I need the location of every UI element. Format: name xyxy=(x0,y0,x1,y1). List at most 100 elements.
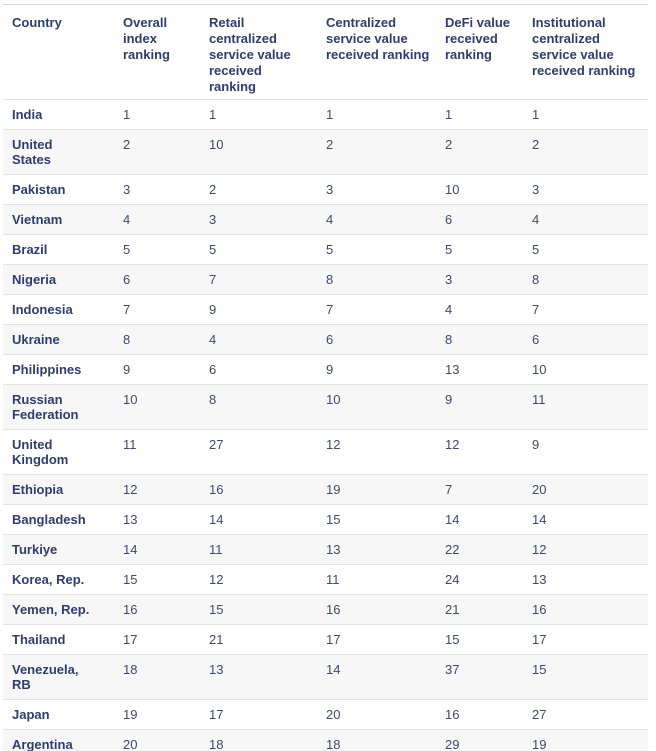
rank-cell: 7 xyxy=(114,294,200,325)
table-row: United States 2 10 2 2 2 xyxy=(3,129,648,175)
rank-cell: 13 xyxy=(200,654,317,700)
rank-cell: 3 xyxy=(436,264,523,295)
country-ranking-table: Country Overall index ranking Retail cen… xyxy=(3,4,648,751)
country-cell: Brazil xyxy=(3,234,114,265)
rank-cell: 14 xyxy=(114,534,200,565)
rank-cell: 3 xyxy=(200,204,317,235)
rank-cell: 14 xyxy=(436,504,523,535)
rank-cell: 6 xyxy=(317,324,436,355)
country-cell: Japan xyxy=(3,699,114,730)
rank-cell: 9 xyxy=(114,354,200,385)
rank-cell: 12 xyxy=(436,429,523,475)
rank-cell: 16 xyxy=(523,594,648,625)
rank-cell: 10 xyxy=(200,129,317,175)
rank-cell: 10 xyxy=(114,384,200,430)
rank-cell: 20 xyxy=(114,729,200,751)
rank-cell: 16 xyxy=(114,594,200,625)
column-header-country: Country xyxy=(3,4,114,100)
rank-cell: 10 xyxy=(317,384,436,430)
table-row: United Kingdom 11 27 12 12 9 xyxy=(3,429,648,475)
rank-cell: 1 xyxy=(200,99,317,130)
rank-cell: 20 xyxy=(523,474,648,505)
rank-cell: 2 xyxy=(114,129,200,175)
rank-cell: 11 xyxy=(523,384,648,430)
rank-cell: 19 xyxy=(114,699,200,730)
rank-cell: 37 xyxy=(436,654,523,700)
rank-cell: 27 xyxy=(200,429,317,475)
rank-cell: 2 xyxy=(523,129,648,175)
table-row: Brazil 5 5 5 5 5 xyxy=(3,234,648,265)
rank-cell: 15 xyxy=(523,654,648,700)
rank-cell: 3 xyxy=(317,174,436,205)
table-row: Nigeria 6 7 8 3 8 xyxy=(3,264,648,295)
country-cell: Pakistan xyxy=(3,174,114,205)
rank-cell: 8 xyxy=(436,324,523,355)
rank-cell: 12 xyxy=(114,474,200,505)
country-cell: Yemen, Rep. xyxy=(3,594,114,625)
country-cell: Ukraine xyxy=(3,324,114,355)
table-row: India 1 1 1 1 1 xyxy=(3,99,648,130)
country-cell: Russian Federation xyxy=(3,384,114,430)
column-header-retail-centralized-service-value: Retail centralized service value receive… xyxy=(200,4,317,100)
table-row: Turkiye 14 11 13 22 12 xyxy=(3,534,648,565)
table-row: Thailand 17 21 17 15 17 xyxy=(3,624,648,655)
rank-cell: 29 xyxy=(436,729,523,751)
country-cell: Thailand xyxy=(3,624,114,655)
rank-cell: 16 xyxy=(317,594,436,625)
rank-cell: 16 xyxy=(200,474,317,505)
rank-cell: 2 xyxy=(317,129,436,175)
rank-cell: 1 xyxy=(523,99,648,130)
rank-cell: 15 xyxy=(114,564,200,595)
rank-cell: 24 xyxy=(436,564,523,595)
rank-cell: 16 xyxy=(436,699,523,730)
rank-cell: 18 xyxy=(114,654,200,700)
rank-cell: 17 xyxy=(200,699,317,730)
column-header-institutional-centralized-service-value: Institutional centralized service value … xyxy=(523,4,648,100)
rank-cell: 15 xyxy=(200,594,317,625)
country-cell: United Kingdom xyxy=(3,429,114,475)
rank-cell: 3 xyxy=(523,174,648,205)
column-header-centralized-service-value: Centralized service value received ranki… xyxy=(317,4,436,100)
country-cell: Korea, Rep. xyxy=(3,564,114,595)
table-body: India 1 1 1 1 1 United States 2 10 2 2 2 Pakistan 3 2 3… xyxy=(3,99,648,751)
column-header-overall-index-ranking: Overall index ranking xyxy=(114,4,200,100)
rank-cell: 21 xyxy=(436,594,523,625)
rank-cell: 20 xyxy=(317,699,436,730)
table-row: Bangladesh 13 14 15 14 14 xyxy=(3,504,648,535)
rank-cell: 9 xyxy=(523,429,648,475)
rank-cell: 4 xyxy=(523,204,648,235)
table-row: Japan 19 17 20 16 27 xyxy=(3,699,648,730)
rank-cell: 27 xyxy=(523,699,648,730)
country-cell: Venezuela, RB xyxy=(3,654,114,700)
rank-cell: 4 xyxy=(200,324,317,355)
column-header-defi-value: DeFi value received ranking xyxy=(436,4,523,100)
rank-cell: 10 xyxy=(436,174,523,205)
rank-cell: 19 xyxy=(317,474,436,505)
rank-cell: 5 xyxy=(436,234,523,265)
rank-cell: 6 xyxy=(436,204,523,235)
rank-cell: 15 xyxy=(436,624,523,655)
rank-cell: 14 xyxy=(317,654,436,700)
country-cell: India xyxy=(3,99,114,130)
rank-cell: 6 xyxy=(114,264,200,295)
rank-cell: 8 xyxy=(317,264,436,295)
rank-cell: 11 xyxy=(114,429,200,475)
rank-cell: 6 xyxy=(523,324,648,355)
table-row: Ethiopia 12 16 19 7 20 xyxy=(3,474,648,505)
rank-cell: 10 xyxy=(523,354,648,385)
rank-cell: 8 xyxy=(523,264,648,295)
table-row: Philippines 9 6 9 13 10 xyxy=(3,354,648,385)
rank-cell: 11 xyxy=(200,534,317,565)
country-cell: Indonesia xyxy=(3,294,114,325)
rank-cell: 7 xyxy=(523,294,648,325)
rank-cell: 7 xyxy=(317,294,436,325)
rank-cell: 9 xyxy=(200,294,317,325)
rank-cell: 12 xyxy=(200,564,317,595)
rank-cell: 15 xyxy=(317,504,436,535)
rank-cell: 9 xyxy=(317,354,436,385)
rank-cell: 17 xyxy=(523,624,648,655)
table-row: Argentina 20 18 18 29 19 xyxy=(3,729,648,751)
rank-cell: 6 xyxy=(200,354,317,385)
rank-cell: 5 xyxy=(317,234,436,265)
